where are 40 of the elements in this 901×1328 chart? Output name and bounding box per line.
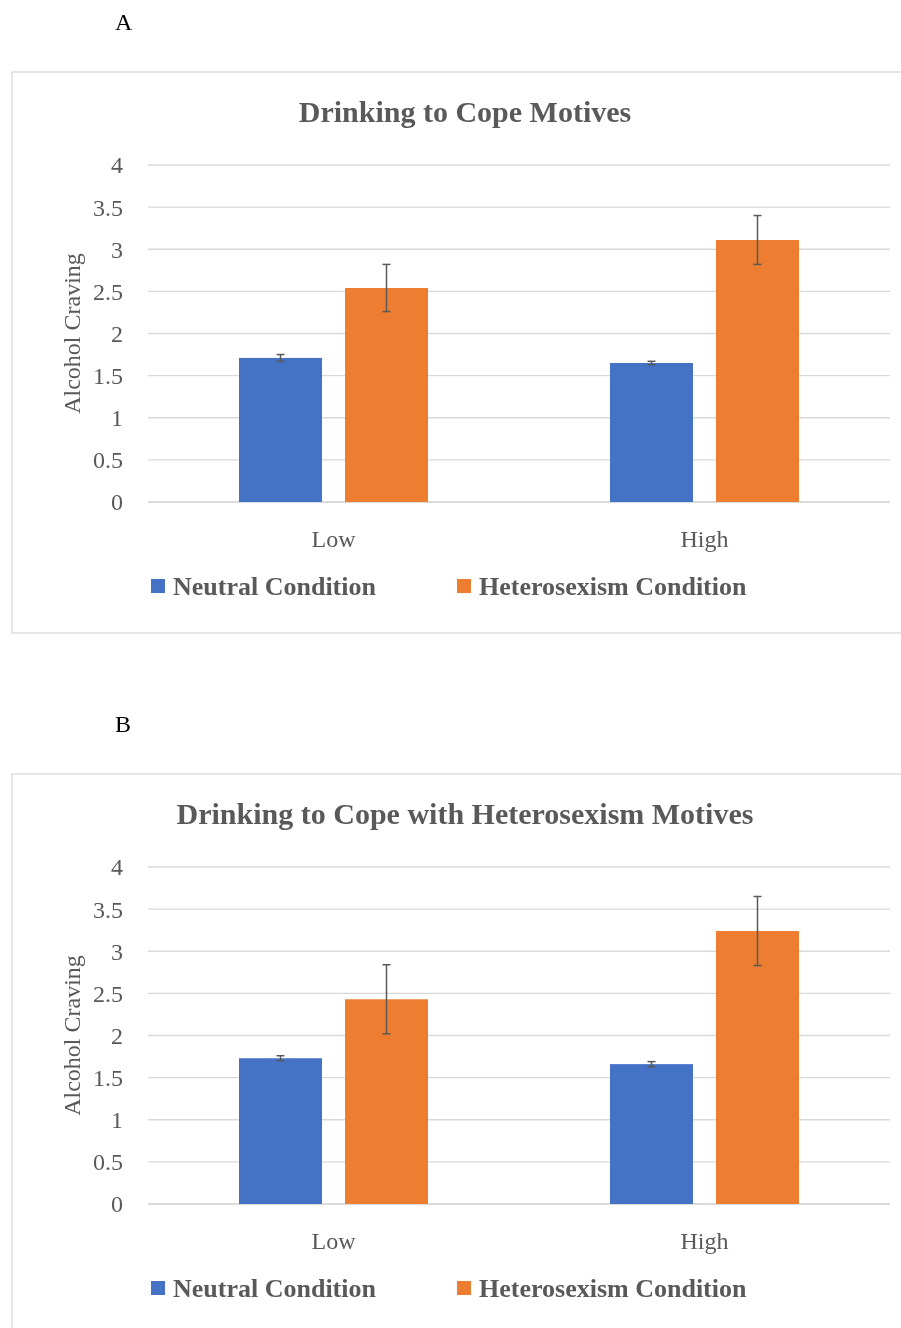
y-tick-label: 3.5 (93, 194, 123, 221)
chart-title: Drinking to Cope with Heterosexism Motives (176, 797, 754, 830)
y-tick-label: 1 (111, 405, 123, 432)
y-tick-label: 3 (111, 236, 123, 263)
y-tick-label: 2 (111, 1022, 123, 1049)
legend-label: Heterosexism Condition (479, 572, 747, 602)
y-tick-label: 3.5 (93, 896, 123, 923)
text: A (115, 9, 133, 35)
legend-label: Neutral Condition (173, 1274, 377, 1304)
y-tick-label: 1.5 (93, 1065, 123, 1092)
y-axis-title: Alcohol Craving (59, 253, 85, 414)
y-tick-label: 0 (111, 489, 123, 516)
legend-label: Neutral Condition (173, 572, 377, 602)
y-tick-label: 0.5 (93, 1149, 123, 1176)
chart-title: Drinking to Cope Motives (298, 95, 632, 128)
y-tick-label: 2.5 (93, 278, 123, 305)
y-tick-label: 3 (111, 938, 123, 965)
x-tick-label: Low (311, 526, 357, 552)
x-tick-label: High (680, 1228, 729, 1254)
legend-label: Heterosexism Condition (479, 1274, 747, 1304)
bar (610, 362, 693, 502)
y-tick-label: 1 (111, 1107, 123, 1134)
y-tick-label: 4 (111, 854, 123, 881)
y-tick-label: 2 (111, 320, 123, 347)
bar (716, 931, 799, 1204)
bar (345, 999, 428, 1204)
y-tick-label: 1.5 (93, 363, 123, 390)
y-tick-label: 0.5 (93, 447, 123, 474)
y-tick-label: 0 (111, 1191, 123, 1218)
text: B (115, 711, 132, 737)
bar (716, 239, 799, 502)
bar (239, 357, 322, 502)
bar (345, 288, 428, 502)
bar (239, 1058, 322, 1204)
y-tick-label: 4 (111, 152, 123, 179)
x-tick-label: Low (311, 1228, 357, 1254)
x-tick-label: High (680, 526, 729, 552)
y-axis-title: Alcohol Craving (59, 955, 85, 1116)
y-tick-label: 2.5 (93, 980, 123, 1007)
bar (610, 1064, 693, 1205)
